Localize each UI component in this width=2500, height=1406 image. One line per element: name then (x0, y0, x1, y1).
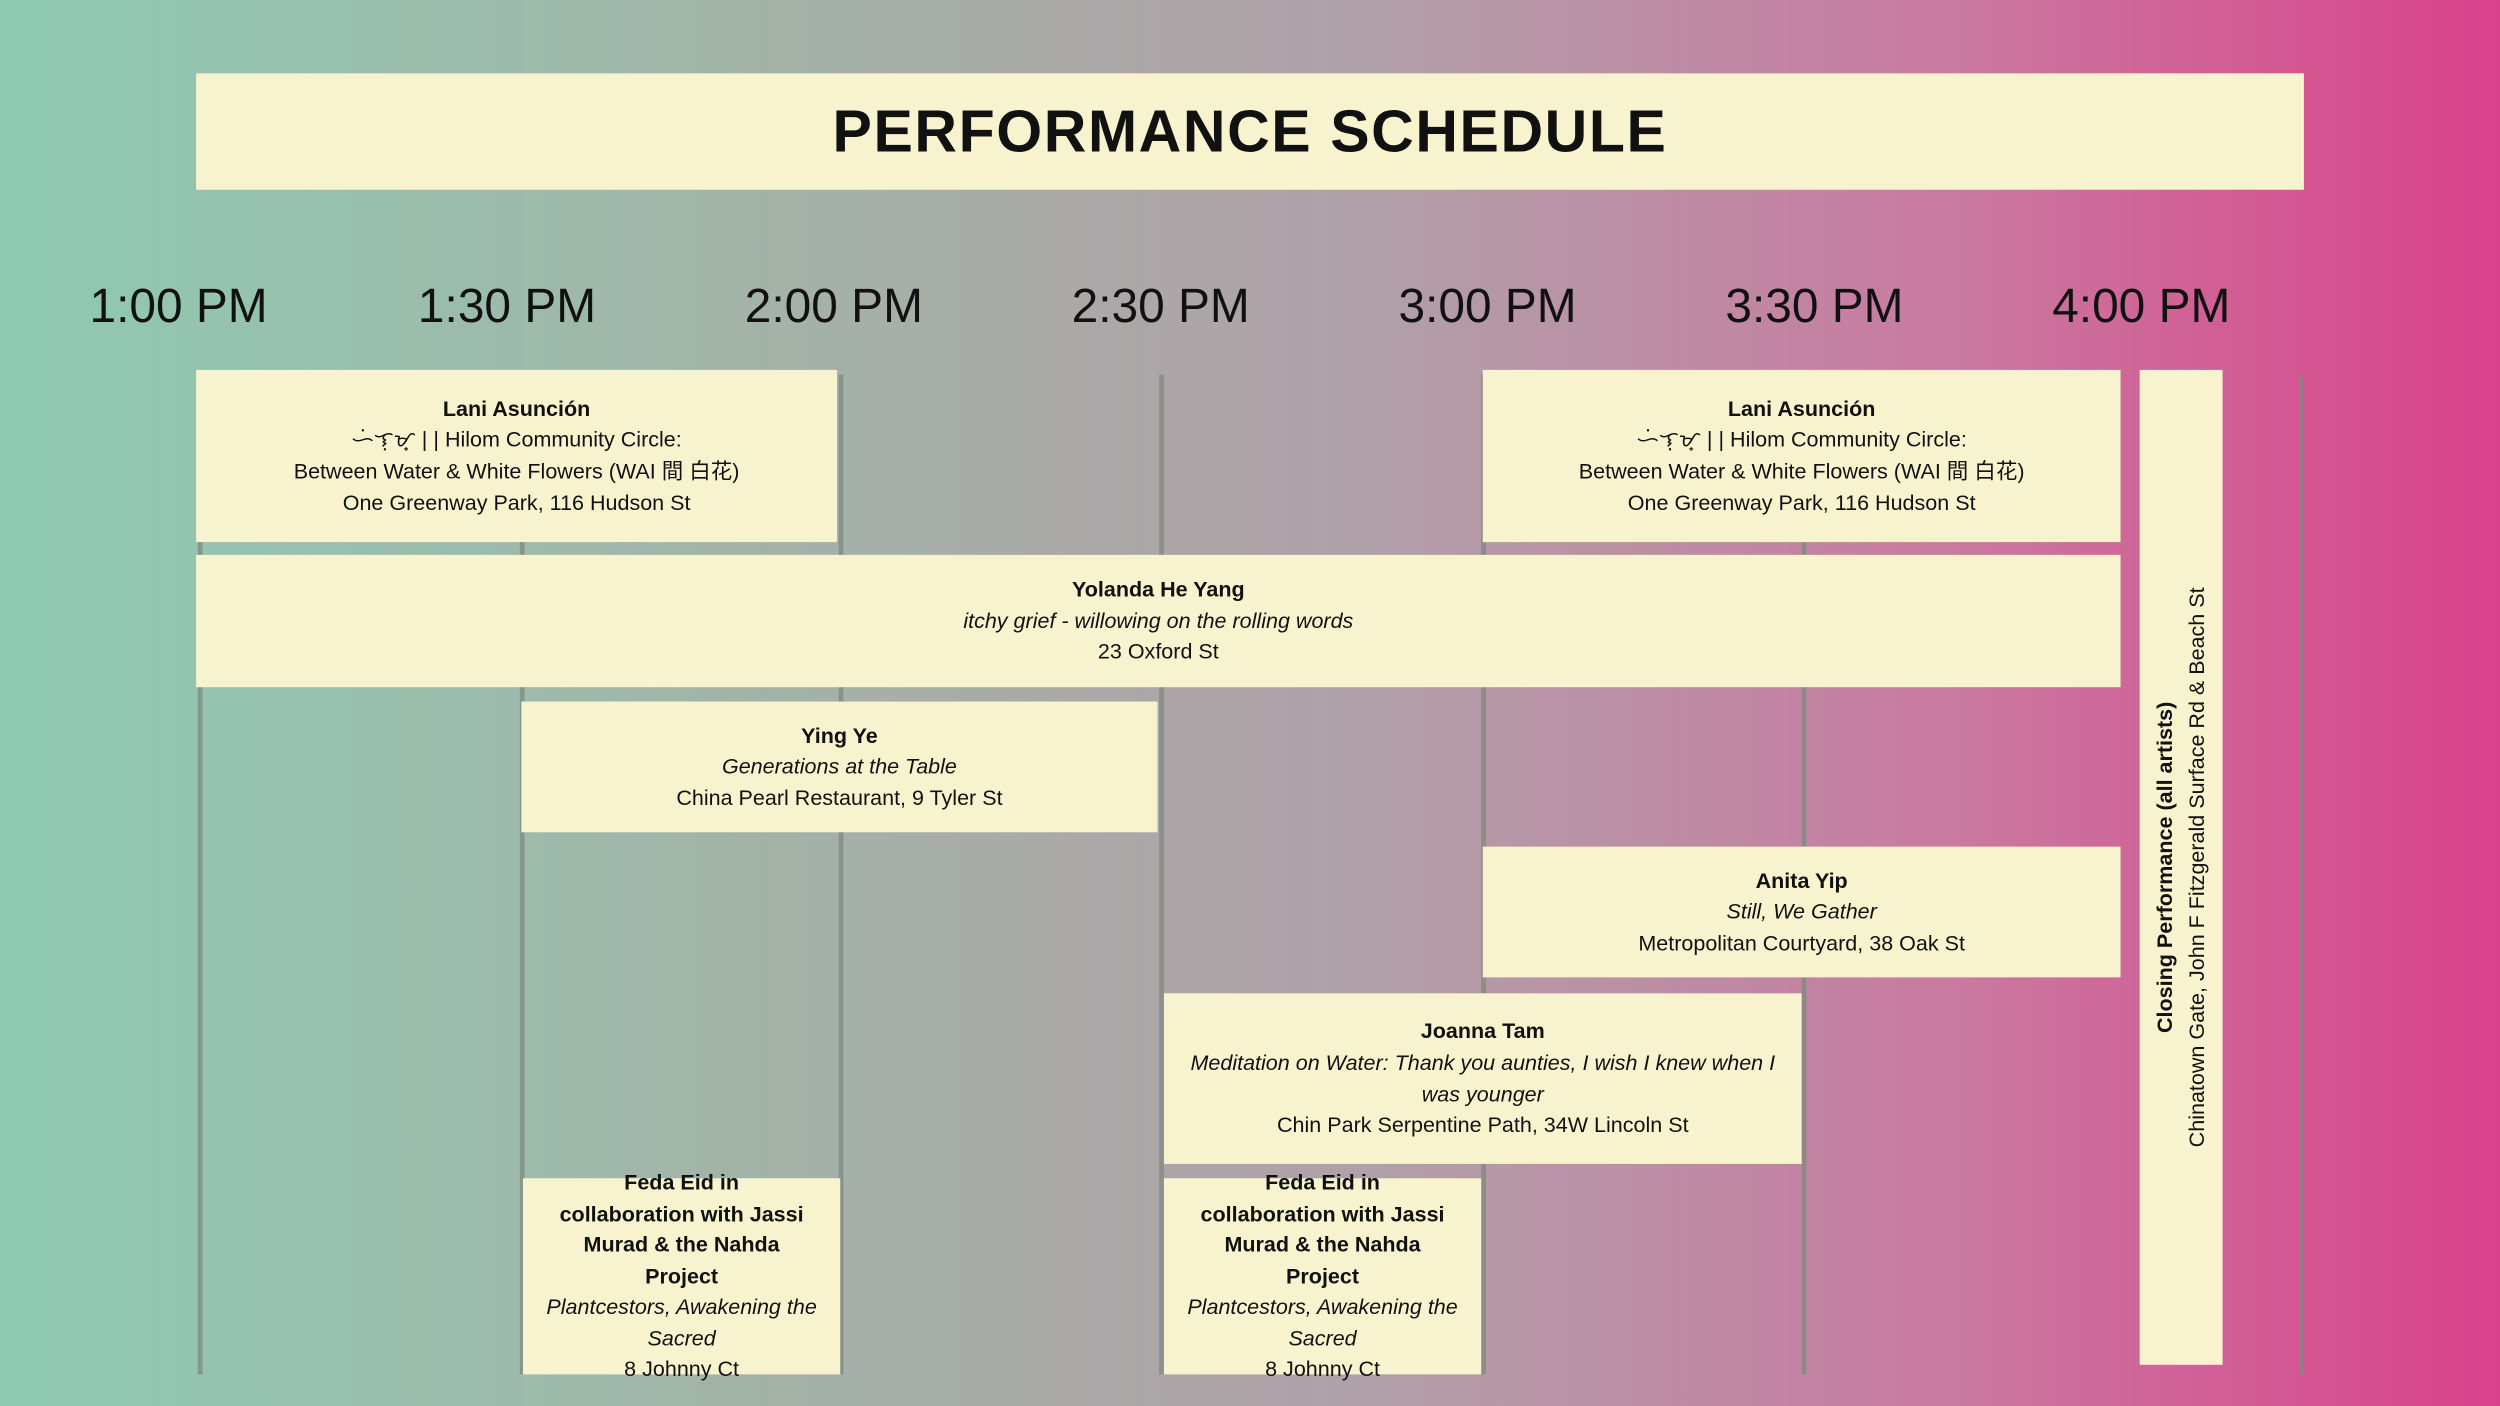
time-label: 3:00 PM (1398, 280, 1577, 334)
event: Ying Ye Generations at the Table China Pea… (521, 701, 1158, 833)
grid-line (197, 374, 203, 1375)
time-label: 2:00 PM (744, 280, 923, 334)
grid-line (519, 374, 525, 1375)
event-venue: One Greenway Park, 116 Hudson St (1627, 490, 1976, 515)
event-venue: Metropolitan Courtyard, 38 Oak St (1638, 930, 1965, 955)
event-work: Generations at the Table (721, 754, 957, 779)
closing-venue: Chinatown Gate, John F Fitzgerald Surfac… (2184, 587, 2209, 1148)
event-work: Meditation on Water: Thank you aunties, … (1190, 1050, 1776, 1106)
event-work: Plantcestors, Awakening the Sacred (1187, 1295, 1458, 1351)
event-name: Feda Eid in collaboration with Jassi Mur… (1200, 1170, 1445, 1288)
closing-name: Closing Performance (all artists) (2153, 701, 2178, 1034)
event: Lani Asunción ᜑᜒᜎᜓᜋ᜔ | | Hilom Community … (1482, 369, 2121, 543)
event-name: Yolanda He Yang (1071, 577, 1245, 602)
event-work: Still, We Gather (1726, 899, 1877, 924)
event-venue: China Pearl Restaurant, 9 Tyler St (676, 785, 1003, 810)
event-name: Ying Ye (801, 723, 878, 748)
event-venue: Chin Park Serpentine Path, 34W Lincoln S… (1276, 1113, 1689, 1137)
event-name: Lani Asunción (1727, 396, 1876, 421)
event-work: Between Water & White Flowers (WAI 間 白花) (293, 459, 740, 484)
closing-event: Closing Performance (all artists) Chinat… (2139, 369, 2223, 1365)
time-label: 3:30 PM (1725, 280, 1904, 334)
time-label: 1:00 PM (89, 280, 268, 334)
event-work: Between Water & White Flowers (WAI 間 白花) (1578, 459, 2025, 484)
event: Feda Eid in collaboration with Jassi Mur… (1163, 1170, 1482, 1382)
event-work: itchy grief - willowing on the rolling w… (963, 608, 1354, 633)
time-label: 2:30 PM (1071, 280, 1250, 334)
event-venue: One Greenway Park, 116 Hudson St (342, 490, 691, 515)
event: Feda Eid in collaboration with Jassi Mur… (522, 1170, 841, 1382)
event: Joanna Tam Meditation on Water: Thank you… (1163, 993, 1802, 1164)
event-name: Anita Yip (1755, 868, 1848, 893)
event-work: ᜑᜒᜎᜓᜋ᜔ | | Hilom Community Circle: (351, 427, 682, 452)
grid-line (2299, 374, 2304, 1375)
event: Anita Yip Still, We Gather Metropolitan Co… (1482, 846, 2121, 978)
event-venue: 8 Johnny Ct (1265, 1357, 1380, 1382)
grid-line (838, 374, 844, 1375)
event-name: Joanna Tam (1420, 1019, 1545, 1044)
event-name: Feda Eid in collaboration with Jassi Mur… (559, 1170, 804, 1288)
event-work: Plantcestors, Awakening the Sacred (546, 1295, 817, 1351)
time-label: 4:00 PM (2052, 280, 2231, 334)
event-name: Lani Asunción (442, 396, 591, 421)
event: Lani Asunción ᜑᜒᜎᜓᜋ᜔ | | Hilom Community … (196, 369, 838, 543)
closing-text: Closing Performance (all artists) Chinat… (2150, 389, 2212, 1346)
grid-line (1159, 374, 1164, 1375)
event-venue: 8 Johnny Ct (624, 1357, 740, 1382)
event-work: ᜑᜒᜎᜓᜋ᜔ | | Hilom Community Circle: (1636, 427, 1967, 452)
title: PERFORMANCE SCHEDULE (196, 73, 2304, 190)
event: Yolanda He Yang itchy grief - willowing o… (196, 554, 2121, 688)
event-venue: 23 Oxford St (1097, 639, 1219, 664)
time-label: 1:30 PM (417, 280, 597, 334)
